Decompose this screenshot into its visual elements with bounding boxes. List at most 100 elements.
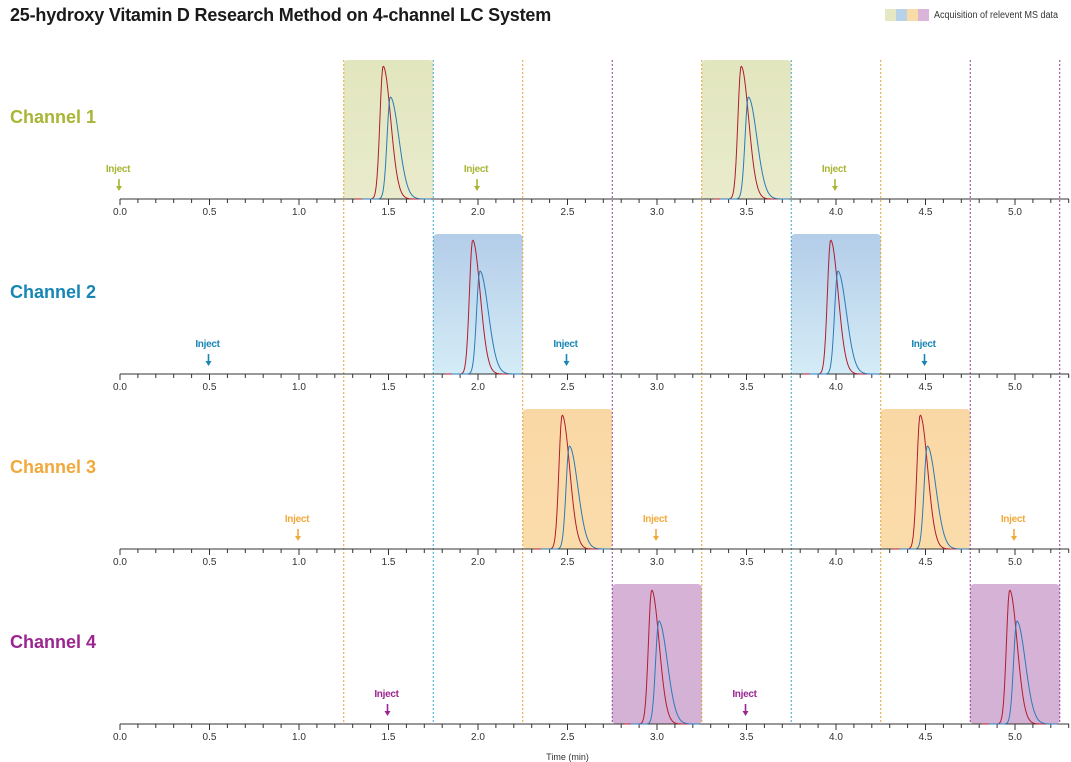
x-tick-label-ch4-10: 5.0: [1008, 732, 1022, 743]
x-tick-label-ch4-9: 4.5: [919, 732, 933, 743]
x-tick-label-ch3-8: 4.0: [829, 557, 843, 568]
legend: Acquisition of relevent MS data: [885, 9, 1071, 21]
inject-label: Inject: [911, 339, 936, 350]
inject-marker-ch3-1: Inject: [285, 514, 310, 541]
x-tick-label-ch3-5: 2.5: [561, 557, 575, 568]
channel-3-label: Channel 3: [10, 457, 97, 477]
inject-marker-ch1-3: Inject: [822, 164, 847, 191]
inject-marker-ch2-3: Inject: [911, 339, 937, 366]
x-tick-label-ch4-2: 1.0: [292, 732, 306, 743]
x-tick-label-ch2-6: 3.0: [650, 382, 664, 393]
inject-marker-ch3-3: Inject: [1001, 514, 1026, 541]
peak-blue-ch3-1: [541, 445, 611, 550]
x-tick-label-ch3-10: 5.0: [1008, 557, 1022, 568]
x-tick-label-ch4-5: 2.5: [561, 732, 575, 743]
acquisition-window-ch2-2: [791, 234, 881, 374]
inject-arrow-head: [653, 536, 659, 541]
inject-marker-ch1-2: Inject: [464, 164, 489, 191]
inject-marker-ch4-1: Inject: [374, 689, 400, 716]
x-tick-label-ch1-10: 5.0: [1008, 207, 1022, 218]
x-tick-label-ch4-1: 0.5: [203, 732, 217, 743]
x-tick-label-ch1-2: 1.0: [292, 207, 306, 218]
inject-marker-ch4-2: Inject: [732, 689, 758, 716]
x-tick-label-ch3-2: 1.0: [292, 557, 306, 568]
inject-label: Inject: [822, 164, 847, 175]
inject-marker-ch3-2: Inject: [643, 514, 668, 541]
acquisition-window-ch1-2: [701, 60, 792, 199]
inject-label: Inject: [464, 164, 489, 175]
x-tick-label-ch4-4: 2.0: [471, 732, 485, 743]
peak-blue-ch2-2: [809, 270, 879, 375]
x-tick-label-ch3-1: 0.5: [203, 557, 217, 568]
x-axis-label: Time (min): [546, 752, 589, 762]
x-tick-label-ch3-3: 1.5: [382, 557, 396, 568]
peak-blue-ch3-2: [899, 445, 969, 550]
x-tick-label-ch1-6: 3.0: [650, 207, 664, 218]
inject-arrow-head: [205, 361, 212, 366]
legend-swatch-channel-2: [896, 9, 907, 21]
x-tick-label-ch4-6: 3.0: [650, 732, 664, 743]
x-tick-label-ch1-0: 0.0: [113, 207, 127, 218]
peak-blue-ch2-1: [451, 270, 521, 375]
inject-label: Inject: [285, 514, 310, 525]
x-tick-label-ch4-3: 1.5: [382, 732, 396, 743]
inject-marker-ch1-1: Inject: [106, 164, 131, 191]
inject-arrow-head: [832, 186, 838, 191]
inject-label: Inject: [1001, 514, 1026, 525]
inject-arrow-head: [474, 186, 480, 191]
x-tick-label-ch2-5: 2.5: [561, 382, 575, 393]
x-tick-label-ch1-5: 2.5: [561, 207, 575, 218]
x-tick-label-ch2-8: 4.0: [829, 382, 843, 393]
legend-label: Acquisition of relevent MS data: [934, 9, 1059, 21]
x-tick-label-ch2-1: 0.5: [203, 382, 217, 393]
x-tick-label-ch2-10: 5.0: [1008, 382, 1022, 393]
inject-arrow-head: [742, 711, 749, 716]
x-tick-label-ch3-7: 3.5: [740, 557, 754, 568]
inject-arrow-head: [384, 711, 391, 716]
x-tick-label-ch1-8: 4.0: [829, 207, 843, 218]
inject-label: Inject: [732, 689, 757, 700]
inject-arrow-head: [921, 361, 928, 366]
acquisition-window-ch4-2: [970, 584, 1060, 724]
legend-swatch-channel-3: [907, 9, 918, 21]
acquisition-window-ch1-1: [343, 60, 434, 199]
inject-marker-ch2-2: Inject: [553, 339, 579, 366]
x-tick-label-ch4-0: 0.0: [113, 732, 127, 743]
x-tick-label-ch2-3: 1.5: [382, 382, 396, 393]
inject-label: Inject: [643, 514, 668, 525]
x-tick-label-ch1-3: 1.5: [382, 207, 396, 218]
x-tick-label-ch1-7: 3.5: [740, 207, 754, 218]
acquisition-window-ch3-1: [522, 409, 613, 549]
channel-4-label: Channel 4: [10, 632, 97, 652]
x-tick-label-ch3-9: 4.5: [919, 557, 933, 568]
peak-blue-ch1-2: [720, 96, 790, 200]
x-tick-label-ch3-6: 3.0: [650, 557, 664, 568]
inject-arrow-head: [563, 361, 570, 366]
inject-label: Inject: [374, 689, 399, 700]
x-tick-label-ch1-9: 4.5: [919, 207, 933, 218]
x-tick-label-ch4-8: 4.0: [829, 732, 843, 743]
inject-marker-ch2-1: Inject: [195, 339, 221, 366]
x-tick-label-ch2-2: 1.0: [292, 382, 306, 393]
x-tick-label-ch3-4: 2.0: [471, 557, 485, 568]
inject-label: Inject: [553, 339, 578, 350]
x-tick-label-ch2-7: 3.5: [740, 382, 754, 393]
chart-title: 25-hydroxy Vitamin D Research Method on …: [10, 5, 552, 25]
acquisition-window-ch3-2: [880, 409, 971, 549]
x-tick-label-ch2-9: 4.5: [919, 382, 933, 393]
inject-label: Inject: [195, 339, 220, 350]
peak-blue-ch1-1: [362, 96, 432, 200]
x-tick-label-ch1-1: 0.5: [203, 207, 217, 218]
x-tick-label-ch1-4: 2.0: [471, 207, 485, 218]
peak-blue-ch4-1: [630, 620, 700, 725]
channel-2-label: Channel 2: [10, 282, 97, 302]
inject-arrow-head: [1011, 536, 1017, 541]
legend-swatch-channel-1: [885, 9, 896, 21]
x-tick-label-ch2-0: 0.0: [113, 382, 127, 393]
acquisition-window-ch2-1: [433, 234, 523, 374]
x-tick-label-ch4-7: 3.5: [740, 732, 754, 743]
peak-blue-ch4-2: [988, 620, 1058, 725]
inject-label: Inject: [106, 164, 131, 175]
x-tick-label-ch3-0: 0.0: [113, 557, 127, 568]
